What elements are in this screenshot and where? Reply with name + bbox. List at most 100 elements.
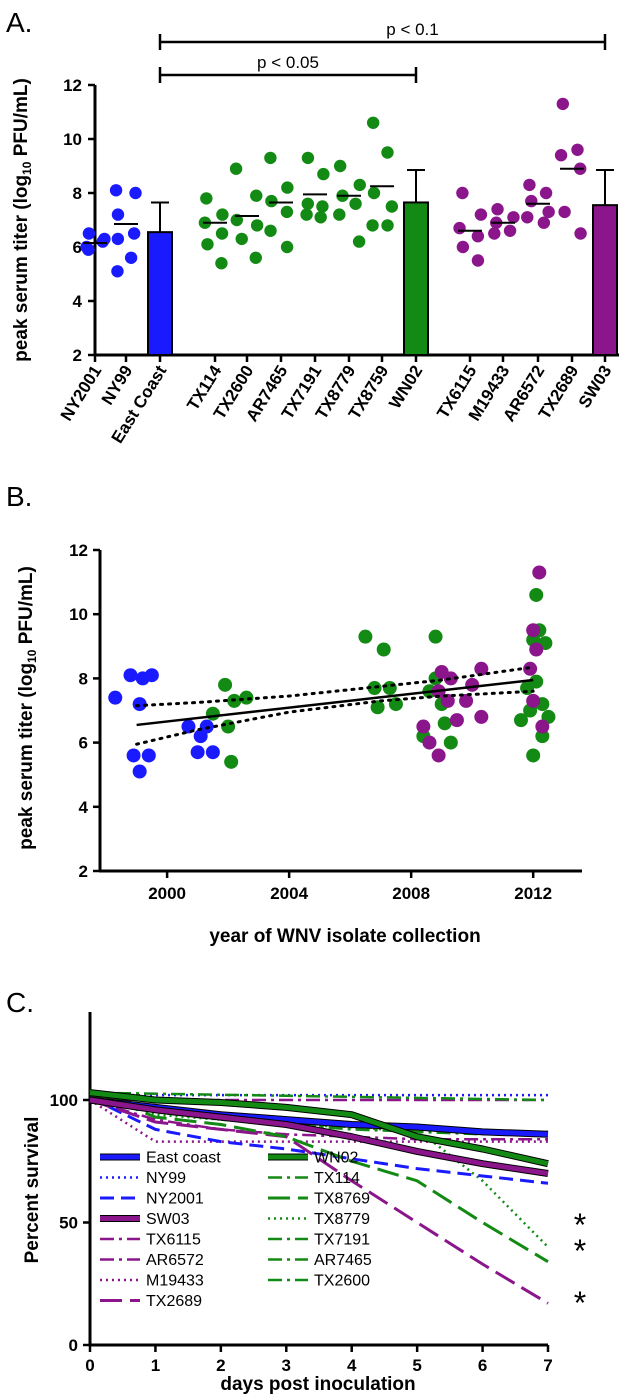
group-bar — [592, 204, 618, 356]
data-point — [300, 208, 313, 221]
data-point — [381, 146, 394, 159]
data-point — [537, 216, 551, 229]
data-point — [124, 251, 138, 264]
data-point — [556, 97, 570, 111]
y-tick-label: 2 — [73, 346, 82, 365]
legend-label: TX114 — [314, 1170, 360, 1187]
x-tick-label: 5 — [412, 1356, 421, 1375]
panel-b: B. 2 4 6 8 10 12 2000 2004 2008 2012 year of WNV i… — [6, 481, 582, 947]
data-point — [111, 265, 124, 278]
legend-label: TX2600 — [314, 1273, 370, 1290]
y-axis-title: peak serum titer (log10 PFU/mL) — [11, 78, 34, 362]
data-point — [129, 186, 142, 200]
legend-label: AR6572 — [146, 1252, 204, 1269]
significance-star: * — [574, 1285, 586, 1321]
legend-label: TX7191 — [314, 1232, 370, 1249]
data-point — [416, 719, 431, 734]
data-point — [316, 200, 329, 213]
data-point — [526, 623, 541, 638]
data-point — [428, 629, 443, 644]
data-point — [529, 642, 544, 657]
legend-label: NY99 — [146, 1170, 186, 1187]
legend-label: TX8769 — [314, 1191, 370, 1208]
x-category-label: WN02 — [385, 362, 426, 412]
legend-label: TX6115 — [146, 1232, 201, 1249]
y-tick-label: 8 — [73, 184, 82, 203]
data-point — [205, 745, 220, 760]
legend-label: TX8779 — [314, 1211, 370, 1228]
data-point — [382, 681, 397, 696]
data-point — [82, 227, 96, 240]
data-point — [123, 668, 138, 683]
data-point — [571, 143, 584, 156]
data-point — [190, 745, 205, 760]
data-point — [265, 194, 278, 208]
data-point — [521, 211, 534, 224]
data-point — [525, 194, 538, 208]
data-point — [542, 205, 555, 219]
data-point — [507, 211, 520, 224]
legend-label: AR7465 — [314, 1252, 372, 1269]
data-point — [349, 197, 362, 210]
data-point — [471, 254, 485, 267]
y-tick-label: 12 — [69, 541, 88, 560]
data-point — [215, 257, 228, 270]
regression-line — [136, 678, 534, 727]
significance-star: * — [574, 1207, 586, 1243]
panel-c-legend: East coast NY99 NY2001 SW03 TX6115 AR6572 M194… — [100, 1150, 372, 1310]
series-line — [89, 1096, 549, 1185]
x-tick-label: 2012 — [514, 884, 552, 903]
panel-a-axes: 2 4 6 8 10 12 peak serum titer (log10 PFU/mL) N… — [11, 76, 619, 447]
data-point — [554, 149, 568, 162]
data-point — [132, 764, 147, 779]
data-point — [221, 719, 236, 734]
data-point — [539, 186, 553, 200]
data-point — [449, 713, 464, 728]
data-point — [333, 208, 346, 221]
data-point — [280, 205, 294, 219]
data-point — [111, 232, 125, 246]
data-point — [474, 661, 489, 676]
data-point — [109, 184, 123, 197]
data-point — [513, 713, 528, 728]
group-bar — [147, 231, 173, 356]
data-point — [235, 232, 248, 246]
panel-b-axes: 2 4 6 8 10 12 2000 2004 2008 2012 year of WNV isol… — [16, 541, 582, 947]
significance-brackets: p < 0.1 p < 0.05 — [158, 20, 607, 83]
x-tick-label: 2 — [216, 1356, 225, 1375]
x-tick-label: 2000 — [148, 884, 186, 903]
data-point — [280, 240, 294, 254]
data-point — [141, 748, 156, 763]
y-axis-title: peak serum titer (log10 PFU/mL) — [16, 566, 39, 850]
data-point — [317, 167, 330, 181]
legend-label: NY2001 — [146, 1191, 204, 1208]
data-point — [488, 227, 501, 240]
confidence-band-upper — [135, 665, 535, 708]
x-tick-label: 4 — [347, 1356, 357, 1375]
data-point — [443, 735, 458, 750]
data-point — [459, 693, 474, 708]
data-point — [367, 681, 382, 696]
y-tick-label: 6 — [73, 238, 82, 257]
data-point — [491, 203, 504, 216]
data-point — [216, 208, 229, 221]
data-point — [532, 565, 547, 580]
data-point — [132, 697, 147, 712]
legend-label: WN02 — [314, 1150, 359, 1167]
series-line — [89, 1098, 548, 1141]
data-point — [200, 192, 213, 205]
data-point — [471, 230, 485, 243]
data-point — [437, 716, 452, 731]
data-point — [281, 181, 294, 194]
data-point — [523, 178, 536, 192]
data-point — [385, 200, 399, 213]
y-tick-label: 8 — [79, 669, 88, 688]
data-point — [201, 238, 214, 251]
x-tick-label: 0 — [85, 1356, 94, 1375]
data-point — [422, 735, 437, 750]
data-point — [558, 205, 571, 219]
data-point — [474, 208, 488, 221]
panel-c-marks — [89, 1088, 549, 1305]
data-point — [503, 224, 517, 237]
data-point — [126, 748, 141, 763]
